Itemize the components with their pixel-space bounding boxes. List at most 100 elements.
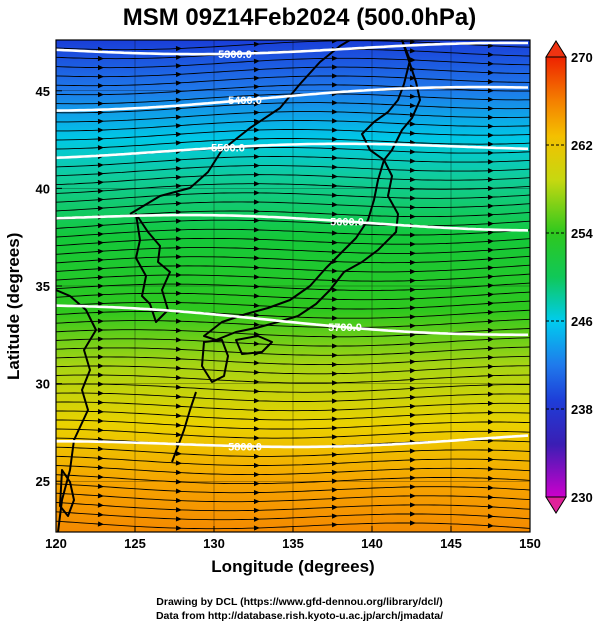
wind-arrowhead: [487, 447, 494, 453]
wind-arrowhead: [487, 52, 494, 58]
wind-arrowhead: [97, 74, 104, 80]
wind-arrowhead: [331, 220, 338, 227]
wind-arrowhead: [487, 212, 494, 218]
wind-arrowhead: [409, 520, 416, 526]
wind-arrowhead: [487, 123, 494, 129]
wind-arrowhead: [409, 493, 416, 499]
wind-arrowhead: [97, 521, 104, 527]
colorbar-body: [545, 56, 567, 498]
wind-arrowhead: [409, 57, 416, 63]
wind-arrowhead: [253, 302, 260, 309]
wind-arrowhead: [409, 475, 416, 481]
wind-arrowhead: [331, 434, 338, 440]
wind-arrowhead: [409, 48, 416, 54]
wind-arrowhead: [253, 110, 260, 116]
wind-arrowhead: [487, 292, 494, 298]
wind-arrowhead: [97, 65, 104, 71]
wind-arrowhead: [253, 388, 260, 394]
wind-arrowhead: [487, 203, 494, 209]
wind-arrowhead: [487, 475, 494, 481]
wind-arrowhead: [487, 230, 494, 236]
wind-arrowhead: [487, 494, 494, 500]
wind-arrowhead: [253, 435, 260, 441]
wind-arrowhead: [175, 114, 182, 120]
wind-arrowhead: [253, 236, 260, 242]
wind-arrowhead: [97, 464, 104, 471]
wind-arrowhead: [409, 332, 416, 338]
y-tick-label: 40: [36, 181, 50, 196]
wind-arrowhead: [97, 100, 104, 107]
colorbar-tick-label: 230: [571, 490, 593, 505]
wind-arrowhead: [97, 136, 104, 142]
wind-arrowhead: [97, 55, 104, 62]
wind-arrowhead: [97, 231, 104, 237]
wind-arrowhead: [409, 278, 416, 284]
wind-arrowhead: [331, 496, 338, 502]
wind-arrowhead: [97, 145, 104, 151]
footer-credit-data: Data from http://database.rish.kyoto-u.a…: [155, 610, 444, 622]
wind-arrowhead: [409, 314, 416, 320]
wind-arrowhead: [487, 466, 494, 472]
wind-arrowhead: [175, 432, 182, 438]
wind-arrowhead: [253, 92, 260, 98]
wind-arrowhead: [409, 403, 416, 410]
wind-arrowhead: [331, 277, 338, 283]
wind-arrowhead: [175, 97, 182, 103]
wind-arrowhead: [175, 166, 182, 172]
wind-arrowhead: [487, 300, 494, 307]
colorbar-tick-label: 262: [571, 138, 593, 153]
colorbar-tick-label: 238: [571, 402, 593, 417]
wind-arrows: [97, 40, 494, 531]
wind-arrowhead: [175, 123, 182, 129]
x-tick-label: 140: [361, 536, 383, 551]
wind-arrowhead: [253, 264, 260, 271]
wind-arrowhead: [253, 127, 260, 133]
wind-arrowhead: [409, 386, 416, 392]
wind-arrowhead: [331, 82, 338, 88]
wind-arrowhead: [175, 365, 182, 371]
wind-arrowhead: [409, 186, 416, 192]
wind-arrowhead: [175, 46, 182, 52]
wind-arrowhead: [253, 199, 260, 205]
wind-arrowhead: [331, 306, 338, 312]
wind-arrowhead: [97, 493, 104, 499]
wind-arrowhead: [97, 109, 104, 116]
wind-arrowhead: [409, 259, 416, 266]
wind-arrowhead: [253, 379, 260, 385]
wind-arrowhead: [331, 287, 338, 293]
wind-arrowhead: [175, 413, 182, 419]
wind-arrowhead: [331, 55, 338, 61]
wind-arrowhead: [253, 217, 260, 224]
wind-arrowhead: [409, 75, 416, 81]
wind-arrowhead: [331, 522, 338, 528]
wind-arrowhead: [487, 364, 494, 370]
wind-arrowhead: [253, 84, 260, 90]
wind-arrowhead: [253, 507, 260, 514]
wind-arrowhead: [175, 394, 182, 400]
wind-arrowhead: [97, 327, 104, 333]
y-axis-ticks: 25 30 35 40 45: [36, 84, 62, 489]
wind-arrowhead: [175, 525, 182, 531]
wind-arrowhead: [409, 158, 416, 164]
wind-arrowhead: [331, 416, 338, 422]
wind-arrowhead: [331, 155, 338, 161]
wind-arrowhead: [409, 430, 416, 436]
height-contour-line: [56, 213, 529, 232]
wind-arrowhead: [331, 315, 338, 321]
wind-arrowhead: [331, 211, 338, 217]
wind-arrowhead: [97, 345, 104, 351]
wind-arrowhead: [175, 157, 182, 163]
wind-arrowhead: [97, 240, 104, 246]
x-axis-ticks: 120 125 130 135 140 145 150: [45, 526, 541, 551]
wind-arrowhead: [409, 457, 416, 463]
wind-arrowhead: [97, 83, 104, 89]
wind-arrowhead: [487, 283, 494, 289]
wind-arrowhead: [97, 511, 104, 518]
wind-arrowhead: [253, 58, 260, 64]
wind-arrowhead: [175, 403, 182, 409]
wind-arrowhead: [175, 507, 182, 513]
wind-arrowhead: [253, 245, 260, 252]
wind-arrowhead: [409, 412, 416, 418]
wind-arrowhead: [253, 426, 260, 432]
wind-arrowhead: [487, 274, 494, 280]
